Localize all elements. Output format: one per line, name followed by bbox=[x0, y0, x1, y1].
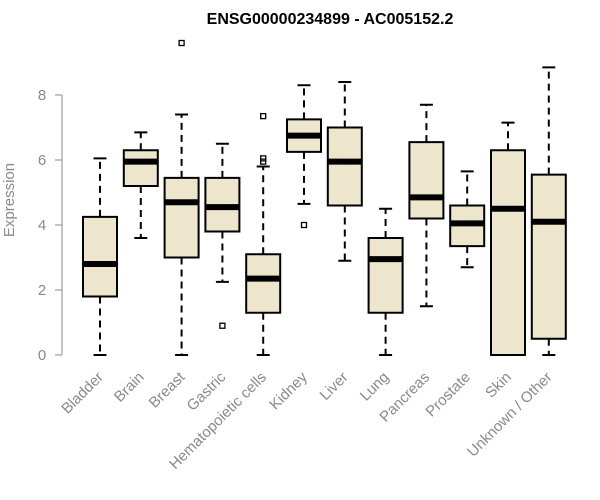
box-gastric bbox=[204, 142, 241, 329]
x-tick-label: Bladder bbox=[58, 369, 107, 418]
outlier-point bbox=[219, 322, 226, 329]
iqr-box bbox=[367, 237, 404, 314]
x-tick-label: Prostate bbox=[422, 369, 474, 421]
y-axis-label: Expression bbox=[1, 163, 18, 237]
box-series bbox=[82, 39, 567, 356]
iqr-box bbox=[163, 176, 200, 259]
box-unknown-other bbox=[530, 66, 567, 356]
box-brain bbox=[122, 131, 159, 239]
outlier-point bbox=[260, 158, 267, 165]
iqr-box bbox=[326, 126, 363, 207]
outlier-point bbox=[260, 112, 267, 120]
y-axis: 0 2 4 6 8 bbox=[38, 87, 63, 364]
y-tick-label: 8 bbox=[38, 87, 46, 104]
iqr-box bbox=[82, 215, 118, 298]
chart-title: ENSG00000234899 - AC005152.2 bbox=[207, 11, 454, 28]
iqr-box bbox=[490, 149, 526, 356]
outlier-point bbox=[300, 221, 308, 229]
y-tick-label: 2 bbox=[38, 282, 46, 299]
outlier-point bbox=[260, 155, 267, 162]
iqr-box bbox=[245, 253, 282, 314]
box-liver bbox=[326, 81, 363, 262]
box-kidney bbox=[286, 84, 322, 229]
box-lung bbox=[367, 207, 404, 356]
x-tick-label: Skin bbox=[482, 369, 515, 402]
iqr-box bbox=[530, 173, 567, 340]
iqr-box bbox=[408, 141, 445, 220]
x-tick-label: Liver bbox=[317, 369, 352, 404]
x-tick-label: Breast bbox=[146, 368, 189, 411]
box-prostate bbox=[449, 170, 486, 269]
x-tick-label: Lung bbox=[357, 369, 393, 405]
box-skin bbox=[490, 121, 526, 356]
y-tick-label: 0 bbox=[38, 347, 46, 364]
box-hematopoietic-cells bbox=[245, 112, 282, 356]
x-tick-label: Brain bbox=[111, 369, 148, 406]
y-tick-label: 4 bbox=[38, 217, 46, 234]
iqr-box bbox=[122, 149, 159, 187]
x-tick-label: Kidney bbox=[266, 368, 311, 413]
box-bladder bbox=[82, 157, 118, 356]
y-tick-label: 6 bbox=[38, 152, 46, 169]
box-breast bbox=[163, 39, 200, 356]
box-pancreas bbox=[408, 103, 445, 308]
outlier-point bbox=[178, 39, 185, 47]
